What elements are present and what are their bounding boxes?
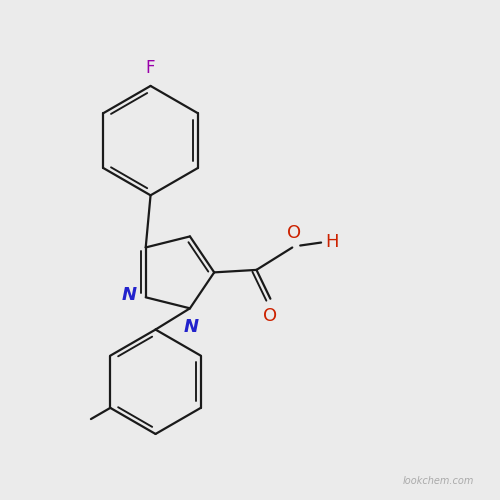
Text: N: N [184, 318, 198, 336]
Text: O: O [286, 224, 301, 242]
Text: O: O [264, 307, 278, 325]
Text: H: H [325, 232, 338, 250]
Text: lookchem.com: lookchem.com [402, 476, 474, 486]
Text: N: N [122, 286, 137, 304]
Text: F: F [146, 59, 156, 77]
